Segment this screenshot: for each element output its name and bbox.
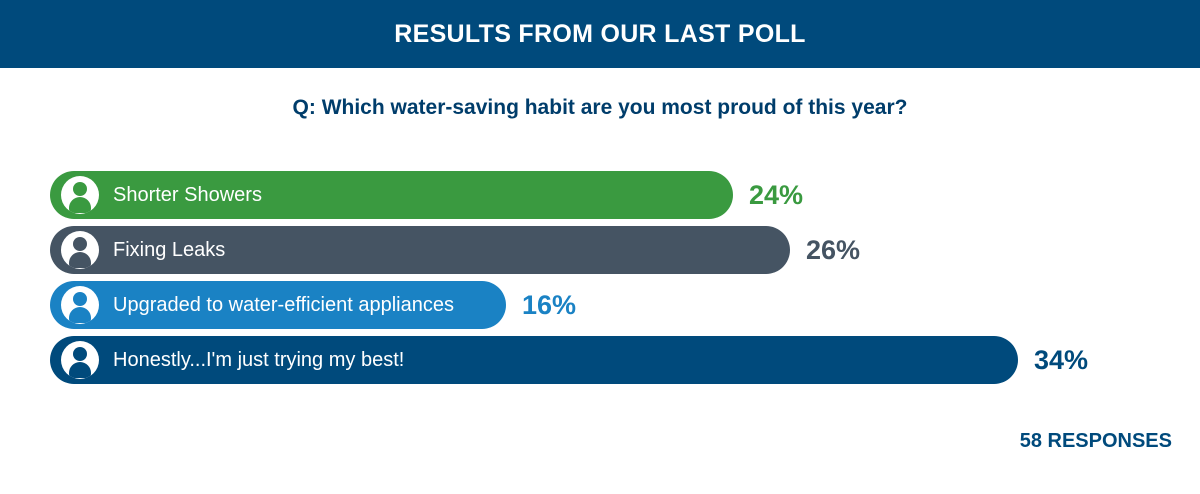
person-icon: [61, 176, 99, 214]
response-count: 58 RESPONSES: [1019, 430, 1172, 452]
bar: Honestly...I'm just trying my best!: [50, 336, 1018, 384]
bar-label: Fixing Leaks: [113, 238, 226, 261]
person-icon: [61, 231, 99, 269]
bar-row: Upgraded to water-efficient appliances 16…: [50, 281, 626, 329]
bar-value-label: 16%: [522, 290, 577, 320]
bar: Upgraded to water-efficient appliances: [50, 281, 506, 329]
person-icon: [61, 341, 99, 379]
person-icon: [61, 286, 99, 324]
poll-header: RESULTS FROM OUR LAST POLL: [0, 0, 1200, 68]
bar-label: Honestly...I'm just trying my best!: [113, 348, 405, 371]
bar: Fixing Leaks: [50, 226, 790, 274]
bar-row: Shorter Showers 24%: [50, 171, 853, 219]
poll-title: RESULTS FROM OUR LAST POLL: [394, 19, 806, 48]
bar-row: Honestly...I'm just trying my best! 34%: [50, 336, 1138, 384]
bar-label: Upgraded to water-efficient appliances: [113, 293, 454, 316]
bar-row: Fixing Leaks 26%: [50, 226, 910, 274]
bar-value-label: 34%: [1034, 345, 1089, 375]
bar-value-label: 24%: [749, 180, 804, 210]
bar-value-label: 26%: [806, 235, 861, 265]
bar: Shorter Showers: [50, 171, 733, 219]
poll-question: Q: Which water-saving habit are you most…: [292, 96, 908, 119]
bar-label: Shorter Showers: [113, 183, 262, 206]
